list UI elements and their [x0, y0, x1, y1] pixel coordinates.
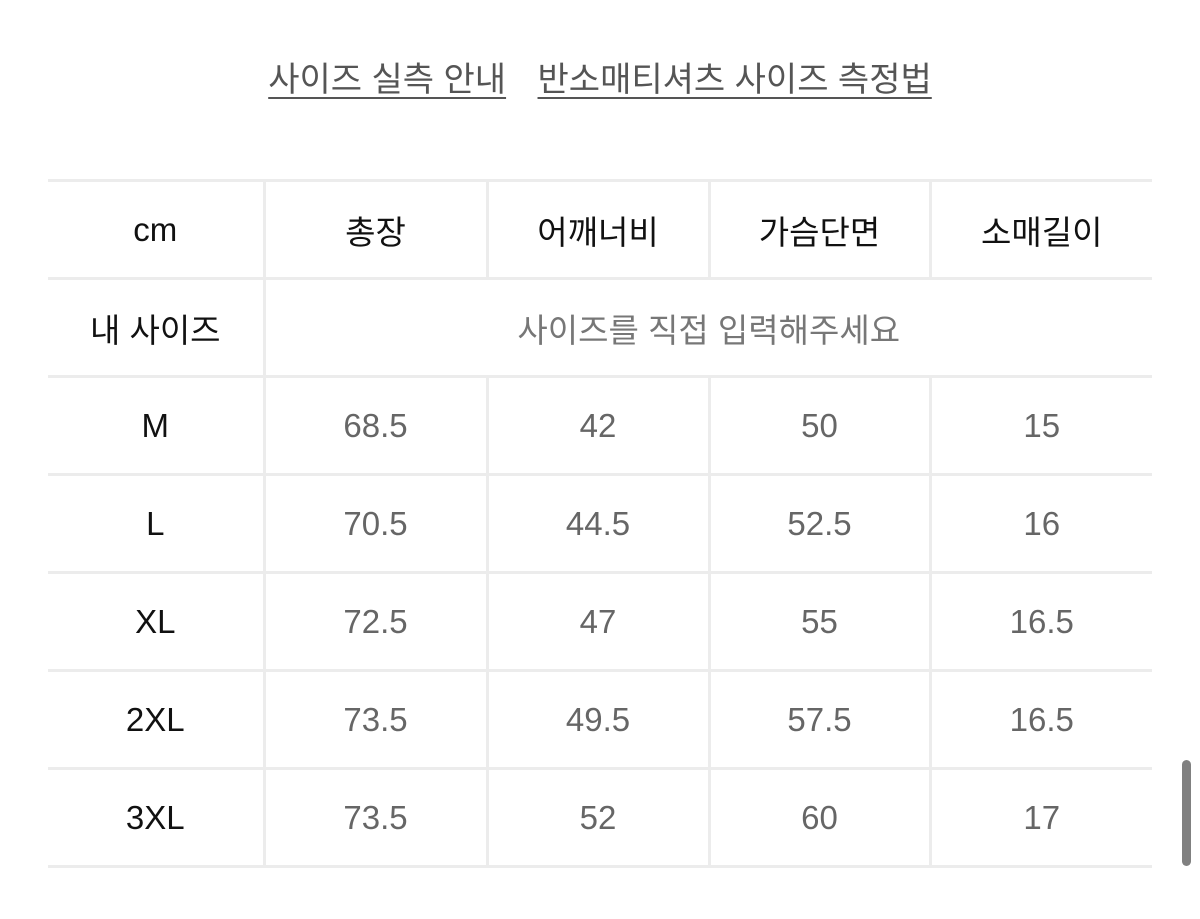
table-cell: 73.5 [262, 669, 489, 770]
table-cell: 42 [485, 375, 711, 476]
header-row: cm 총장 어깨너비 가슴단면 소매길이 [48, 179, 1152, 280]
size-label: 3XL [48, 767, 266, 868]
table-cell: 16 [928, 473, 1152, 574]
table-cell: 16.5 [928, 669, 1152, 770]
my-size-row: 내 사이즈 사이즈를 직접 입력해주세요 [48, 277, 1152, 378]
table-cell: 60 [707, 767, 932, 868]
size-table: cm 총장 어깨너비 가슴단면 소매길이 내 사이즈 사이즈를 직접 입력해주세… [48, 179, 1152, 868]
size-guide-link[interactable]: 사이즈 실측 안내 [268, 61, 507, 99]
table-row: M 68.5 42 50 15 [48, 375, 1152, 476]
table-cell: 70.5 [262, 473, 489, 574]
header-cell: 총장 [262, 179, 489, 280]
header-cell: 소매길이 [928, 179, 1152, 280]
table-cell: 52 [485, 767, 711, 868]
size-label: M [48, 375, 266, 476]
table-cell: 50 [707, 375, 932, 476]
table-row: XL 72.5 47 55 16.5 [48, 571, 1152, 672]
table-cell: 16.5 [928, 571, 1152, 672]
size-label: XL [48, 571, 266, 672]
header-cell: 어깨너비 [485, 179, 711, 280]
size-label: 2XL [48, 669, 266, 770]
table-row: L 70.5 44.5 52.5 16 [48, 473, 1152, 574]
table-cell: 49.5 [485, 669, 711, 770]
table-row: 3XL 73.5 52 60 17 [48, 767, 1152, 868]
header-cell: 가슴단면 [707, 179, 932, 280]
table-cell: 17 [928, 767, 1152, 868]
table-cell: 55 [707, 571, 932, 672]
table-cell: 57.5 [707, 669, 932, 770]
table-cell: 15 [928, 375, 1152, 476]
measurement-method-link[interactable]: 반소매티셔츠 사이즈 측정법 [537, 61, 932, 99]
table-cell: 68.5 [262, 375, 489, 476]
scrollbar[interactable] [1182, 760, 1191, 866]
size-label: L [48, 473, 266, 574]
my-size-input[interactable]: 사이즈를 직접 입력해주세요 [262, 277, 1152, 378]
my-size-label: 내 사이즈 [48, 277, 266, 378]
table-cell: 72.5 [262, 571, 489, 672]
table-cell: 52.5 [707, 473, 932, 574]
table-row: 2XL 73.5 49.5 57.5 16.5 [48, 669, 1152, 770]
table-cell: 44.5 [485, 473, 711, 574]
table-cell: 47 [485, 571, 711, 672]
table-cell: 73.5 [262, 767, 489, 868]
title-links: 사이즈 실측 안내 반소매티셔츠 사이즈 측정법 [0, 52, 1200, 101]
header-cell: cm [48, 179, 266, 280]
